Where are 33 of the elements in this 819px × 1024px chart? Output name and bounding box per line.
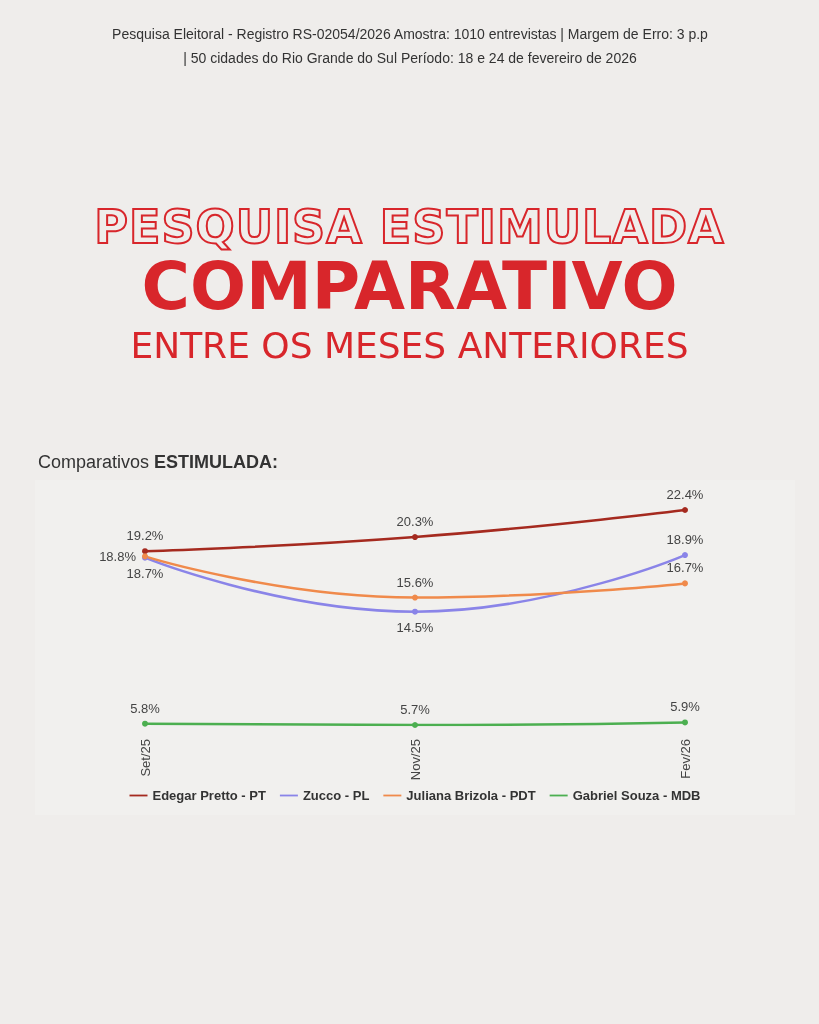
legend-label: Edegar Pretto - PT xyxy=(152,788,266,803)
point xyxy=(682,507,688,513)
point xyxy=(412,594,418,601)
data-label: 14.5% xyxy=(396,619,434,635)
data-label: 15.6% xyxy=(396,574,434,590)
text: Pesquisa Eleitoral - Registro RS-02054/2026 Amostra: 1010 entrevistas | Margem de Erro: 3 p.p | 50 cidades do Rio Grande do Sul Período: 18 e 24 de fevereiro de 2026 xyxy=(111,25,709,68)
data-label: 16.7% xyxy=(666,560,704,576)
data-label: 22.4% xyxy=(666,487,704,502)
legend-label: Juliana Brizola - PDT xyxy=(406,788,536,803)
point xyxy=(142,720,148,727)
legend-label: Gabriel Souza - MDB xyxy=(572,788,701,803)
data-label: 5.8% xyxy=(130,700,161,716)
point xyxy=(682,719,688,726)
text: Comparativos ESTIMULADA: xyxy=(38,452,279,473)
point xyxy=(682,552,688,559)
text: ENTRE OS MESES ANTERIORES xyxy=(129,325,690,366)
point xyxy=(142,548,148,555)
x-tick-label: Set/25 xyxy=(137,739,153,777)
x-tick-label: Nov/25 xyxy=(407,739,423,781)
data-label: 20.3% xyxy=(396,514,434,530)
x-tick-label: Fev/26 xyxy=(677,739,693,779)
point xyxy=(412,534,418,541)
data-label: 19.2% xyxy=(126,528,164,544)
point xyxy=(682,580,688,587)
data-label: 18.8% xyxy=(99,548,137,564)
chart-title: PESQUISA ESTIMULADA xyxy=(93,200,726,254)
legend-label: Zucco - PL xyxy=(302,788,370,803)
point xyxy=(412,722,418,728)
point xyxy=(412,608,418,615)
data-label: 5.9% xyxy=(670,699,701,715)
data-label: 18.9% xyxy=(666,532,704,548)
data-label: 18.7% xyxy=(126,565,164,581)
data-label: 5.7% xyxy=(400,702,431,717)
